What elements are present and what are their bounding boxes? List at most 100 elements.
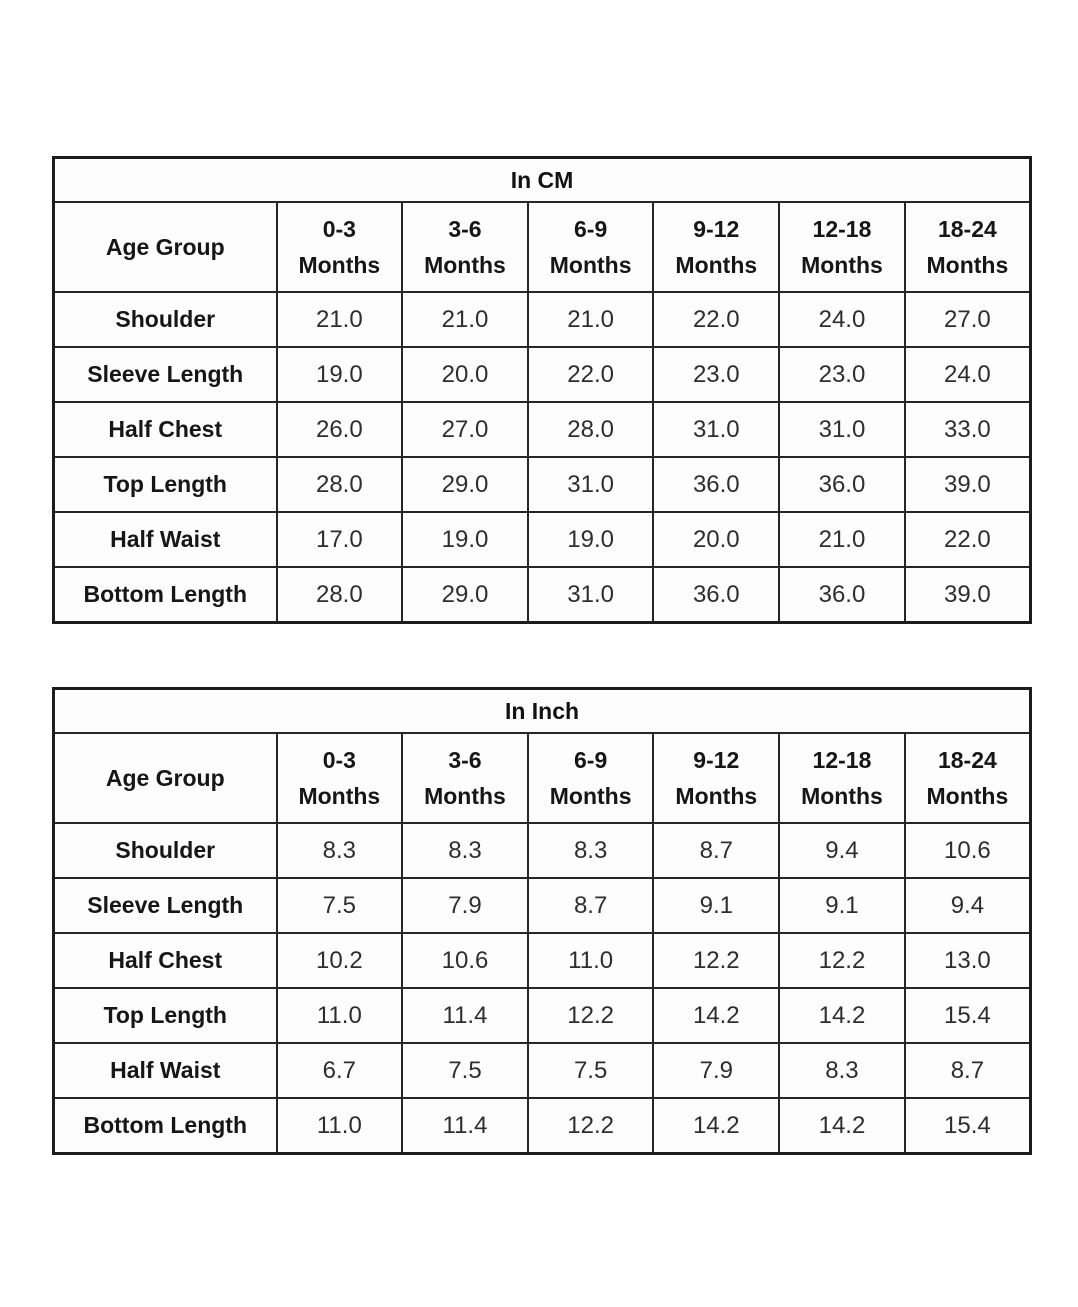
age-range-label: 6-9 xyxy=(574,747,608,774)
measurement-value: 11.0 xyxy=(275,987,404,1044)
column-header-3-6-months: 3-6 Months xyxy=(401,201,529,293)
measurement-value: 31.0 xyxy=(526,456,655,513)
measurement-value: 10.6 xyxy=(903,822,1032,879)
measurement-value: 9.1 xyxy=(778,877,906,934)
age-unit-label: Months xyxy=(675,782,758,809)
measurement-value: 14.2 xyxy=(652,987,781,1044)
age-range-label: 18-24 xyxy=(937,216,997,243)
measurement-value: 7.5 xyxy=(275,877,404,934)
age-unit-label: Months xyxy=(801,782,883,809)
measurement-value: 14.2 xyxy=(778,987,906,1044)
measurement-value: 39.0 xyxy=(903,566,1032,624)
table-row: Sleeve Length 7.5 7.9 8.7 9.1 9.1 9.4 xyxy=(52,877,1032,934)
measurement-value: 9.1 xyxy=(652,877,781,934)
age-range-label: 12-18 xyxy=(812,747,872,774)
measurement-value: 23.0 xyxy=(652,346,781,403)
measurement-value: 12.2 xyxy=(652,932,781,989)
age-range-label: 9-12 xyxy=(693,747,740,774)
measurement-value: 36.0 xyxy=(652,456,781,513)
measurement-value: 26.0 xyxy=(275,401,404,458)
age-unit-label: Months xyxy=(298,251,381,278)
measurement-value: 19.0 xyxy=(275,346,404,403)
measurement-value: 8.3 xyxy=(275,822,404,879)
table-row: Bottom Length 28.0 29.0 31.0 36.0 36.0 39.0 xyxy=(52,566,1032,624)
table-row: Half Waist 17.0 19.0 19.0 20.0 21.0 22.0 xyxy=(52,511,1032,568)
size-table-cm: In CM Age Group 0-3 Months 3-6 Months 6-9 Month… xyxy=(52,156,1032,624)
measurement-value: 8.3 xyxy=(526,822,655,879)
measurement-value: 28.0 xyxy=(275,456,404,513)
measurement-value: 31.0 xyxy=(778,401,906,458)
size-table-inch: In Inch Age Group 0-3 Months 3-6 Months 6-9 Mon… xyxy=(52,687,1032,1155)
measurement-value: 15.4 xyxy=(903,987,1032,1044)
age-group-header: Age Group xyxy=(52,201,278,293)
row-label: Sleeve Length xyxy=(52,877,278,934)
measurement-value: 8.3 xyxy=(401,822,529,879)
column-header-0-3-months: 0-3 Months xyxy=(275,732,404,824)
row-label: Half Chest xyxy=(52,401,278,458)
measurement-value: 6.7 xyxy=(275,1042,404,1099)
column-header-18-24-months: 18-24 Months xyxy=(903,732,1032,824)
age-unit-label: Months xyxy=(424,782,506,809)
age-range-label: 3-6 xyxy=(448,747,482,774)
row-label: Half Waist xyxy=(52,1042,278,1099)
measurement-value: 7.5 xyxy=(401,1042,529,1099)
measurement-value: 22.0 xyxy=(526,346,655,403)
measurement-value: 29.0 xyxy=(401,566,529,624)
row-label: Sleeve Length xyxy=(52,346,278,403)
table-row: Shoulder 21.0 21.0 21.0 22.0 24.0 27.0 xyxy=(52,291,1032,348)
row-label: Shoulder xyxy=(52,822,278,879)
row-label: Bottom Length xyxy=(52,566,278,624)
measurement-value: 9.4 xyxy=(778,822,906,879)
measurement-value: 21.0 xyxy=(401,291,529,348)
age-group-header: Age Group xyxy=(52,732,278,824)
age-range-label: 0-3 xyxy=(322,747,356,774)
measurement-value: 19.0 xyxy=(401,511,529,568)
measurement-value: 12.2 xyxy=(526,987,655,1044)
row-label: Top Length xyxy=(52,456,278,513)
measurement-value: 17.0 xyxy=(275,511,404,568)
column-header-6-9-months: 6-9 Months xyxy=(526,201,655,293)
age-range-label: 3-6 xyxy=(448,216,482,243)
measurement-value: 11.0 xyxy=(526,932,655,989)
measurement-value: 28.0 xyxy=(275,566,404,624)
age-unit-label: Months xyxy=(549,251,632,278)
column-header-9-12-months: 9-12 Months xyxy=(652,201,781,293)
measurement-value: 20.0 xyxy=(652,511,781,568)
measurement-value: 8.7 xyxy=(526,877,655,934)
measurement-value: 12.2 xyxy=(778,932,906,989)
measurement-value: 39.0 xyxy=(903,456,1032,513)
table-row: Half Chest 10.2 10.6 11.0 12.2 12.2 13.0 xyxy=(52,932,1032,989)
measurement-value: 10.2 xyxy=(275,932,404,989)
measurement-value: 14.2 xyxy=(652,1097,781,1155)
measurement-value: 31.0 xyxy=(652,401,781,458)
measurement-value: 22.0 xyxy=(903,511,1032,568)
measurement-value: 29.0 xyxy=(401,456,529,513)
table-row: Half Waist 6.7 7.5 7.5 7.9 8.3 8.7 xyxy=(52,1042,1032,1099)
row-label: Half Chest xyxy=(52,932,278,989)
table-row: Sleeve Length 19.0 20.0 22.0 23.0 23.0 24.0 xyxy=(52,346,1032,403)
measurement-value: 27.0 xyxy=(903,291,1032,348)
measurement-value: 14.2 xyxy=(778,1097,906,1155)
measurement-value: 11.4 xyxy=(401,987,529,1044)
measurement-value: 8.3 xyxy=(778,1042,906,1099)
measurement-value: 9.4 xyxy=(903,877,1032,934)
column-header-9-12-months: 9-12 Months xyxy=(652,732,781,824)
measurement-value: 15.4 xyxy=(903,1097,1032,1155)
measurement-value: 36.0 xyxy=(652,566,781,624)
measurement-value: 27.0 xyxy=(401,401,529,458)
row-label: Half Waist xyxy=(52,511,278,568)
table-row: Shoulder 8.3 8.3 8.3 8.7 9.4 10.6 xyxy=(52,822,1032,879)
measurement-value: 13.0 xyxy=(903,932,1032,989)
column-header-6-9-months: 6-9 Months xyxy=(526,732,655,824)
row-label: Shoulder xyxy=(52,291,278,348)
measurement-value: 7.9 xyxy=(652,1042,781,1099)
age-unit-label: Months xyxy=(926,782,1009,809)
table-row: Top Length 11.0 11.4 12.2 14.2 14.2 15.4 xyxy=(52,987,1032,1044)
measurement-value: 21.0 xyxy=(526,291,655,348)
measurement-value: 12.2 xyxy=(526,1097,655,1155)
column-header-12-18-months: 12-18 Months xyxy=(778,732,906,824)
measurement-value: 21.0 xyxy=(778,511,906,568)
measurement-value: 22.0 xyxy=(652,291,781,348)
measurement-value: 10.6 xyxy=(401,932,529,989)
